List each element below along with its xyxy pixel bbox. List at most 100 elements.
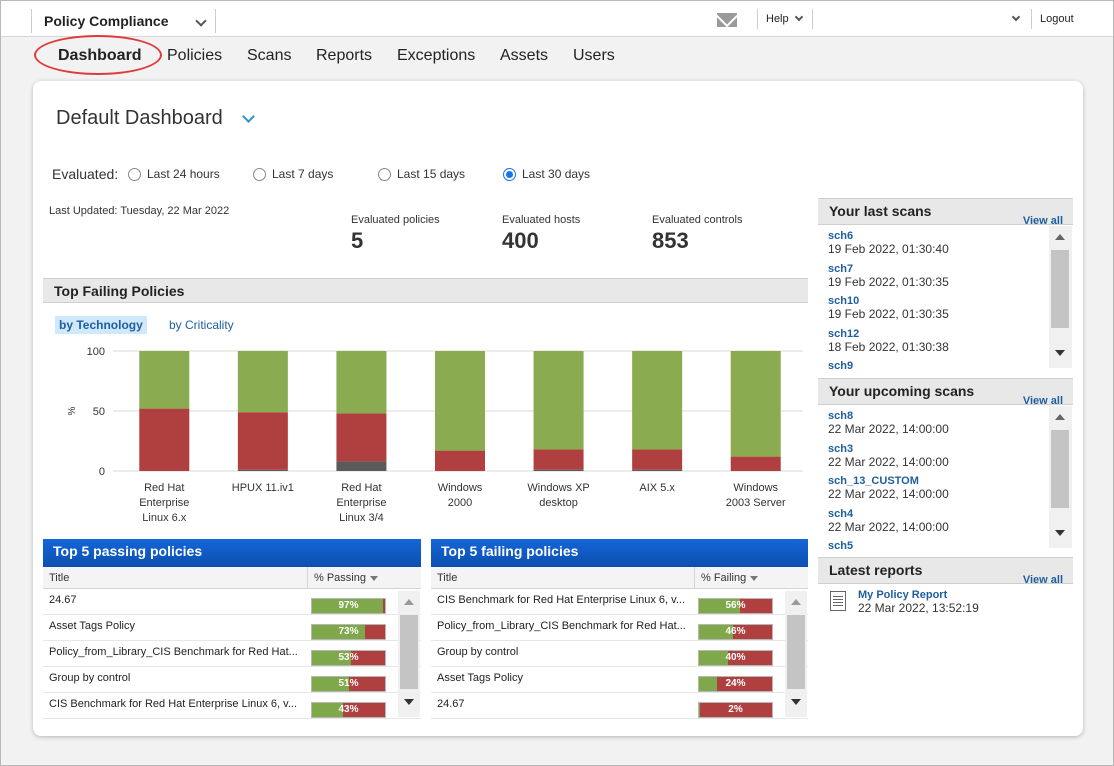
bar-segment[interactable]: [533, 449, 584, 470]
bar-segment[interactable]: [237, 412, 288, 470]
dashboard-title[interactable]: Default Dashboard: [56, 107, 223, 129]
bar-segment[interactable]: [435, 351, 485, 451]
app-selector[interactable]: Policy Compliance: [31, 9, 216, 33]
logout-link[interactable]: Logout: [1031, 9, 1083, 29]
scroll-up-icon[interactable]: [1055, 414, 1065, 420]
bar-segment[interactable]: [336, 461, 387, 471]
scan-name[interactable]: sch9: [828, 360, 854, 370]
user-menu-chevron-icon[interactable]: [1011, 12, 1021, 22]
scan-item[interactable]: sch_13_CUSTOM 22 Mar 2022, 14:00:00: [828, 475, 1043, 508]
scan-item[interactable]: sch6 19 Feb 2022, 01:30:40: [828, 230, 1043, 263]
tab-scans[interactable]: Scans: [247, 47, 292, 64]
report-item[interactable]: My Policy Report 22 Mar 2022, 13:52:19: [858, 589, 979, 615]
scan-item[interactable]: sch5: [828, 540, 1043, 550]
row-title[interactable]: Policy_from_Library_CIS Benchmark for Re…: [49, 646, 298, 658]
row-title[interactable]: Asset Tags Policy: [437, 672, 524, 684]
bar-segment[interactable]: [533, 351, 584, 450]
bar-segment[interactable]: [139, 351, 190, 409]
bar-segment[interactable]: [139, 408, 190, 471]
scroll-up-icon[interactable]: [404, 599, 414, 605]
bar-segment[interactable]: [237, 351, 288, 413]
bar-segment[interactable]: [730, 351, 781, 457]
scan-name[interactable]: sch6: [828, 230, 854, 242]
table-row[interactable]: Policy_from_Library_CIS Benchmark for Re…: [43, 641, 421, 667]
bar-segment[interactable]: [632, 469, 683, 471]
scan-item[interactable]: sch9: [828, 360, 1043, 370]
table-row[interactable]: CIS Benchmark for Red Hat Enterprise Lin…: [43, 693, 421, 719]
row-title[interactable]: 24.67: [437, 698, 465, 710]
row-title[interactable]: Group by control: [49, 672, 131, 684]
row-title[interactable]: Group by control: [437, 646, 519, 658]
scroll-down-icon[interactable]: [1055, 350, 1065, 356]
scan-item[interactable]: sch7 19 Feb 2022, 01:30:35: [828, 263, 1043, 296]
scroll-down-icon[interactable]: [791, 699, 801, 705]
scan-item[interactable]: sch3 22 Mar 2022, 14:00:00: [828, 443, 1043, 476]
bar-segment[interactable]: [237, 469, 288, 471]
row-title[interactable]: CIS Benchmark for Red Hat Enterprise Lin…: [49, 698, 298, 710]
bar-segment[interactable]: [632, 449, 683, 470]
table-row[interactable]: Group by control 51%: [43, 667, 421, 693]
col-percent-passing[interactable]: % Passing: [307, 567, 395, 589]
scroll-thumb[interactable]: [1051, 250, 1069, 328]
view-all-last-scans-link[interactable]: View all: [1022, 215, 1063, 227]
scan-name[interactable]: sch4: [828, 507, 854, 520]
scroll-thumb[interactable]: [1051, 430, 1069, 508]
last-scans-scrollbar[interactable]: [1049, 226, 1072, 368]
tab-reports[interactable]: Reports: [316, 47, 373, 64]
scan-name[interactable]: sch12: [828, 327, 860, 340]
view-all-reports-link[interactable]: View all: [1022, 574, 1063, 586]
passing-scrollbar[interactable]: [398, 591, 420, 717]
col-title[interactable]: Title: [437, 572, 458, 584]
tab-by-criticality[interactable]: by Criticality: [169, 318, 234, 332]
scan-name[interactable]: sch5: [828, 540, 854, 550]
tab-exceptions[interactable]: Exceptions: [397, 47, 476, 64]
scan-item[interactable]: sch8 22 Mar 2022, 14:00:00: [828, 410, 1043, 443]
col-percent-failing[interactable]: % Failing: [694, 567, 782, 589]
view-all-upcoming-scans-link[interactable]: View all: [1022, 395, 1063, 407]
table-row[interactable]: 24.67 2%: [431, 693, 808, 719]
scroll-up-icon[interactable]: [1055, 234, 1065, 240]
row-title[interactable]: 24.67: [49, 594, 77, 606]
scan-item[interactable]: sch12 18 Feb 2022, 01:30:38: [828, 328, 1043, 361]
scan-name[interactable]: sch7: [828, 262, 854, 275]
scan-name[interactable]: sch_13_CUSTOM: [828, 475, 919, 487]
bar-segment[interactable]: [435, 450, 485, 471]
scroll-thumb[interactable]: [787, 615, 805, 689]
bar-segment[interactable]: [730, 456, 781, 471]
report-name[interactable]: My Policy Report: [858, 589, 948, 601]
scan-item[interactable]: sch4 22 Mar 2022, 14:00:00: [828, 508, 1043, 541]
help-menu[interactable]: Help: [757, 9, 813, 29]
table-row[interactable]: Asset Tags Policy 24%: [431, 667, 808, 693]
row-title[interactable]: Asset Tags Policy: [49, 620, 136, 632]
table-row[interactable]: Policy_from_Library_CIS Benchmark for Re…: [431, 615, 808, 641]
scroll-down-icon[interactable]: [1055, 530, 1065, 536]
col-title[interactable]: Title: [49, 572, 70, 584]
scroll-down-icon[interactable]: [404, 699, 414, 705]
table-row[interactable]: Asset Tags Policy 73%: [43, 615, 421, 641]
bar-segment[interactable]: [336, 351, 387, 414]
mail-icon[interactable]: [717, 13, 737, 27]
scan-name[interactable]: sch10: [828, 295, 860, 307]
scan-item[interactable]: sch10 19 Feb 2022, 01:30:35: [828, 295, 1043, 328]
scroll-thumb[interactable]: [400, 615, 418, 689]
row-title[interactable]: Policy_from_Library_CIS Benchmark for Re…: [437, 620, 686, 632]
percent-bar-fill: [312, 599, 383, 613]
tab-users[interactable]: Users: [573, 47, 615, 64]
tab-by-technology[interactable]: by Technology: [55, 316, 147, 334]
scroll-up-icon[interactable]: [791, 599, 801, 605]
chevron-down-icon[interactable]: [242, 110, 255, 123]
scan-name[interactable]: sch8: [828, 410, 854, 422]
tab-policies[interactable]: Policies: [167, 47, 223, 64]
tab-assets[interactable]: Assets: [500, 47, 549, 64]
failing-scrollbar[interactable]: [785, 591, 807, 717]
table-row[interactable]: Group by control 40%: [431, 641, 808, 667]
scan-name[interactable]: sch3: [828, 442, 854, 455]
bar-segment[interactable]: [336, 413, 387, 462]
bar-segment[interactable]: [533, 469, 584, 471]
row-title[interactable]: CIS Benchmark for Red Hat Enterprise Lin…: [437, 594, 686, 606]
table-row[interactable]: CIS Benchmark for Red Hat Enterprise Lin…: [431, 589, 808, 615]
upcoming-scans-scrollbar[interactable]: [1049, 406, 1072, 548]
bar-segment[interactable]: [632, 351, 683, 450]
table-row[interactable]: 24.67 97%: [43, 589, 421, 615]
